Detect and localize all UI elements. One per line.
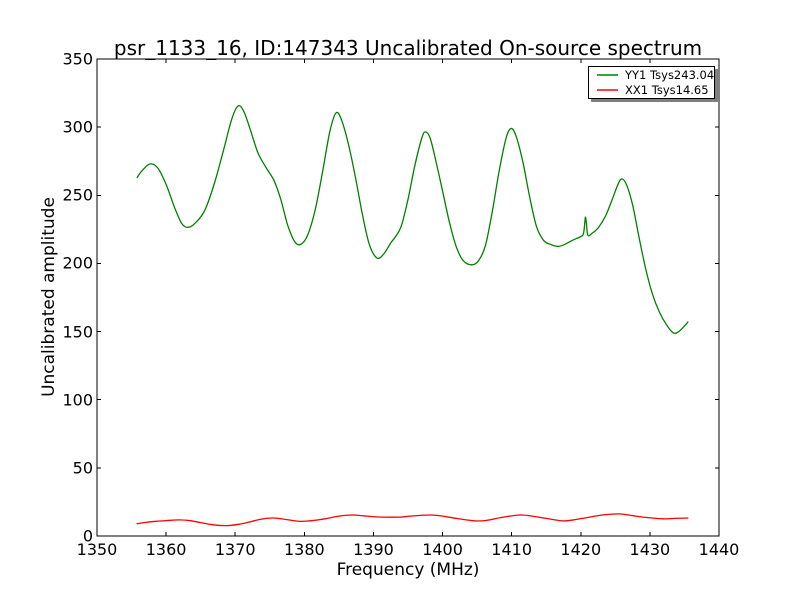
x-tick-label: 1410 xyxy=(491,540,533,559)
series-line-0 xyxy=(136,104,689,334)
legend-item-yy1: YY1 Tsys243.04 xyxy=(589,68,714,83)
y-axis-label: Uncalibrated amplitude xyxy=(39,197,59,397)
yy1-line-swatch xyxy=(597,74,618,76)
y-tick-label: 200 xyxy=(62,253,93,273)
x-axis-label: Frequency (MHz) xyxy=(336,560,480,580)
x-tick-label: 1360 xyxy=(145,540,187,559)
series-line-1 xyxy=(136,513,689,527)
x-tick-label: 1380 xyxy=(283,540,325,559)
xx1-line-swatch xyxy=(597,89,618,91)
y-tick-label: 250 xyxy=(62,185,93,205)
legend: YY1 Tsys243.04 XX1 Tsys14.65 xyxy=(588,66,715,99)
legend-label-xx1: XX1 Tsys14.65 xyxy=(625,83,709,97)
axes-frame xyxy=(96,58,720,537)
x-tick-label: 1390 xyxy=(353,540,394,559)
x-tick-label: 1440 xyxy=(698,540,740,559)
legend-label-yy1: YY1 Tsys243.04 xyxy=(625,68,715,82)
x-tick-label: 1370 xyxy=(214,540,256,559)
x-tick-label: 1430 xyxy=(629,540,671,559)
x-tick-label: 1420 xyxy=(560,540,602,559)
y-tick-label: 300 xyxy=(62,117,93,137)
x-tick-label: 1350 xyxy=(76,540,118,559)
y-tick-label: 50 xyxy=(72,458,93,478)
legend-item-xx1: XX1 Tsys14.65 xyxy=(589,83,714,98)
x-tick-label: 1400 xyxy=(422,540,463,559)
y-tick-label: 0 xyxy=(82,526,93,546)
y-tick-label: 350 xyxy=(62,49,93,69)
y-tick-label: 100 xyxy=(62,390,93,410)
y-tick-label: 150 xyxy=(62,322,93,342)
chart-title: psr_1133_16, ID:147343 Uncalibrated On-s… xyxy=(113,36,703,60)
